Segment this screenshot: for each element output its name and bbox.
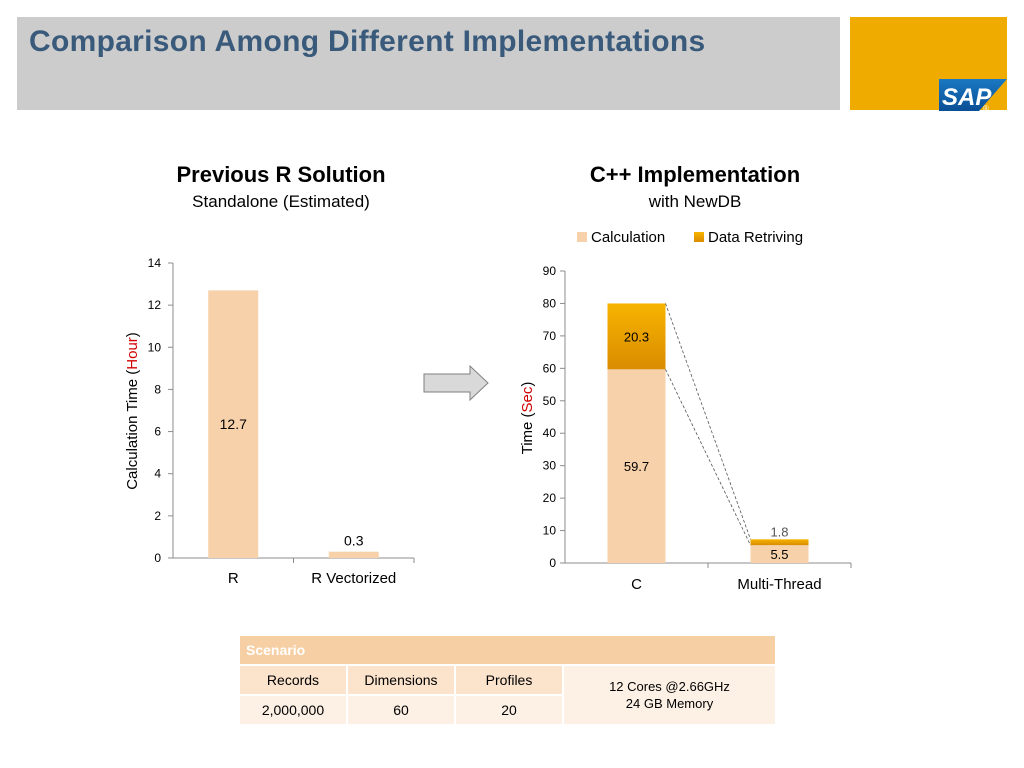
right-bar-calculation — [607, 369, 666, 563]
right-y-axis-label-prefix: Time ( — [519, 412, 536, 454]
connector-line-middle — [665, 369, 751, 546]
left-y-tick-label: 2 — [154, 509, 161, 523]
slide-title: Comparison Among Different Implementatio… — [29, 25, 706, 58]
sap-logo-mark: ® — [983, 104, 989, 113]
right-x-tick-label: C — [631, 576, 642, 593]
left-x-tick-label: R Vectorized — [311, 570, 396, 587]
connector-line-top — [665, 303, 751, 540]
left-chart: 0 2 4 6 8 10 12 14 12.7 R 0.3 R Vectorized Calculati… — [124, 256, 415, 587]
right-x-tick-label: Multi-Thread — [737, 576, 821, 593]
legend-swatch-data-retriving — [694, 232, 704, 242]
right-bar-data-retriving-label: 20.3 — [624, 329, 649, 344]
hardware-memory: 24 GB Memory — [625, 696, 714, 711]
left-y-axis-label-unit: Hour — [124, 337, 141, 370]
left-y-axis-label-suffix: ) — [124, 332, 141, 337]
left-y-tick-label: 8 — [154, 382, 161, 396]
hardware-cores: 12 Cores @2.66GHz — [609, 679, 730, 694]
right-y-tick-label: 70 — [543, 329, 557, 343]
right-bar-calculation — [750, 545, 809, 563]
column-header-profiles: Profiles — [454, 664, 564, 696]
left-bar — [328, 551, 379, 558]
hardware-cell: 12 Cores @2.66GHz 24 GB Memory — [562, 664, 777, 726]
right-y-axis-label-suffix: ) — [519, 382, 536, 387]
legend-swatch-calculation — [577, 232, 587, 242]
column-header-dimensions: Dimensions — [346, 664, 456, 696]
right-chart: 0 10 20 30 40 50 60 70 80 90 59.7 20.3 C 5.5 1.8 Multi-… — [519, 229, 852, 593]
right-y-tick-label: 0 — [549, 556, 556, 570]
title-banner: Comparison Among Different Implementatio… — [17, 17, 840, 110]
right-arrow-icon — [423, 364, 489, 402]
value-dimensions: 60 — [346, 694, 456, 726]
left-y-axis-label-prefix: Calculation Time ( — [124, 370, 141, 490]
left-y-tick-label: 12 — [148, 298, 162, 312]
left-x-tick-label: R — [228, 570, 239, 587]
scenario-header: Scenario — [238, 634, 777, 666]
legend-label-data-retriving: Data Retriving — [708, 229, 803, 246]
left-y-tick-label: 0 — [154, 551, 161, 565]
right-chart-subtitle: with NewDB — [648, 192, 742, 211]
sap-logo-text: SAP — [942, 84, 992, 111]
right-bar-data-retriving — [750, 539, 809, 546]
sap-logo: SAP ® — [939, 79, 1007, 113]
right-y-axis-label: Time (Sec) — [519, 382, 536, 455]
right-y-tick-label: 90 — [543, 264, 557, 278]
value-records: 2,000,000 — [238, 694, 348, 726]
column-header-records: Records — [238, 664, 348, 696]
value-profiles: 20 — [454, 694, 564, 726]
right-y-tick-label: 60 — [543, 361, 557, 375]
left-y-tick-label: 4 — [154, 467, 161, 481]
scenario-table: Scenario Records Dimensions Profiles 12 … — [238, 634, 777, 726]
right-bar-calculation-label: 59.7 — [624, 459, 649, 474]
legend-label-calculation: Calculation — [591, 229, 665, 246]
left-y-tick-label: 14 — [148, 256, 162, 270]
right-y-tick-label: 40 — [543, 426, 557, 440]
right-y-tick-label: 30 — [543, 459, 557, 473]
right-y-axis-label-unit: Sec — [519, 386, 536, 412]
right-y-tick-label: 50 — [543, 394, 557, 408]
right-bar-calculation-label: 5.5 — [770, 547, 788, 562]
left-bar — [208, 290, 259, 558]
right-y-tick-label: 20 — [543, 491, 557, 505]
right-y-tick-label: 80 — [543, 296, 557, 310]
right-chart-title: C++ Implementation — [589, 162, 801, 187]
left-chart-subtitle: Standalone (Estimated) — [192, 192, 370, 211]
right-bar-data-retriving — [607, 303, 666, 370]
right-bar-data-retriving-label: 1.8 — [770, 524, 788, 539]
left-chart-title: Previous R Solution — [176, 162, 386, 187]
left-bar-data-label: 0.3 — [344, 533, 364, 549]
right-y-tick-label: 10 — [543, 524, 557, 538]
right-legend: Calculation Data Retriving — [577, 229, 803, 246]
left-y-tick-label: 6 — [154, 425, 161, 439]
left-y-axis-label: Calculation Time (Hour) — [124, 332, 141, 490]
left-y-tick-label: 10 — [148, 340, 162, 354]
left-bar-data-label: 12.7 — [220, 416, 247, 432]
